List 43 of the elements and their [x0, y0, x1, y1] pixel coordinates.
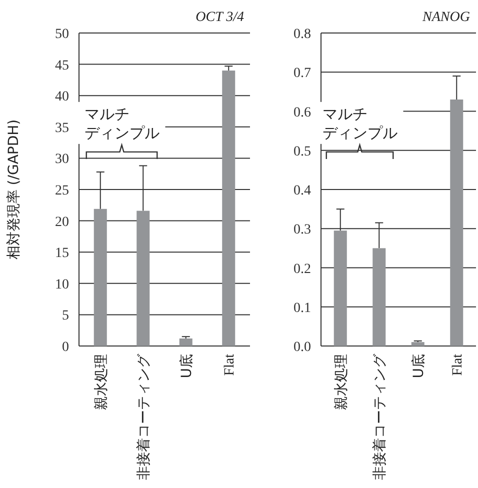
y-tick-label: 20	[55, 214, 69, 230]
x-tick-label: 非接着コーティング	[372, 353, 388, 480]
x-tick-label: U底	[410, 354, 427, 378]
y-tick-label: 15	[55, 246, 69, 262]
chart-title: OCT 3/4	[196, 10, 244, 25]
y-tick-label: 0	[62, 340, 69, 355]
y-tick-label: 0.1	[294, 300, 311, 316]
bar	[372, 248, 386, 346]
bar	[334, 230, 347, 346]
y-tick-label: 40	[55, 90, 69, 105]
x-tick-label: U底	[178, 354, 195, 378]
bar	[222, 70, 236, 346]
x-tick-label: 非接着コーティング	[136, 353, 152, 480]
x-tick-label: Flat	[450, 354, 466, 376]
bar	[179, 338, 192, 346]
y-tick-label: 0.3	[294, 222, 311, 238]
y-tick-label: 10	[55, 277, 69, 292]
x-tick-label: 親水処理	[93, 354, 110, 410]
y-tick-label: 0.0	[294, 340, 311, 355]
y-tick-label: 0.4	[294, 184, 311, 198]
bar	[450, 100, 464, 346]
y-tick-label: 25	[55, 184, 69, 198]
y-tick-label: 0.8	[294, 27, 311, 42]
y-tick-label: 0.7	[294, 66, 311, 82]
x-tick-label: 親水処理	[333, 354, 350, 410]
y-tick-label: 0.2	[294, 262, 311, 277]
y-tick-label: 0.5	[294, 144, 311, 160]
annotation: ディンプル	[84, 124, 160, 142]
y-axis-title: 相対発現率 (/GAPDH)	[6, 119, 22, 260]
bar	[136, 210, 150, 346]
annotation: マルチ	[322, 104, 368, 123]
x-tick-label: Flat	[222, 354, 238, 376]
y-tick-label: 0.6	[294, 105, 311, 120]
chart-title: NANOG	[422, 10, 470, 25]
annotation: ディンプル	[322, 124, 398, 142]
y-tick-label: 50	[55, 27, 69, 42]
y-tick-label: 35	[55, 120, 69, 136]
y-tick-label: 45	[55, 58, 69, 74]
y-tick-label: 30	[55, 152, 69, 168]
bar	[411, 342, 424, 346]
bar	[94, 208, 107, 346]
y-tick-label: 5	[62, 308, 69, 324]
annotation: マルチ	[84, 104, 130, 123]
